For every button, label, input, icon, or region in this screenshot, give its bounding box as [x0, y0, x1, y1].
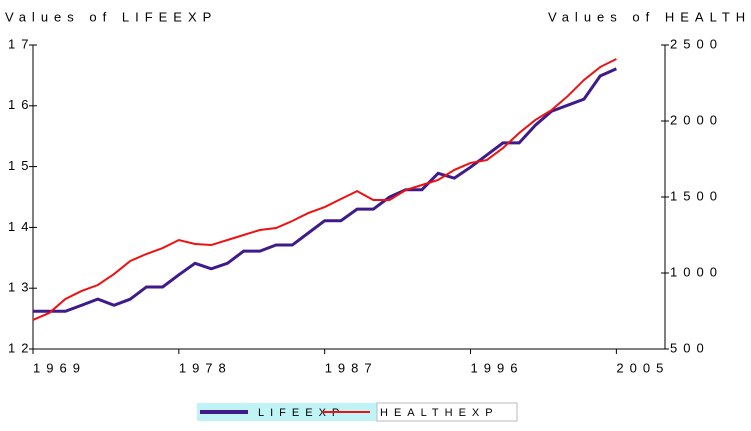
y2-tick-label: 1500	[670, 188, 723, 203]
y2-tick-label: 2000	[670, 112, 723, 127]
y-tick-label: 17	[8, 36, 34, 51]
y-tick-label: 12	[8, 340, 34, 355]
legend-label: LIFEEXP	[258, 407, 345, 419]
y2-tick-label: 500	[670, 340, 710, 355]
x-tick-label: 1987	[325, 360, 378, 375]
x-tick-label: 1969	[33, 360, 86, 375]
x-tick-label: 2005	[616, 360, 669, 375]
legend-label: HEALTHEXP	[380, 407, 499, 419]
y-tick-label: 16	[8, 97, 34, 112]
y2-tick-label: 2500	[670, 36, 723, 51]
x-tick-label: 1996	[471, 360, 524, 375]
y-tick-label: 13	[8, 280, 34, 295]
y-tick-label: 15	[8, 158, 34, 173]
legend-box	[197, 403, 377, 421]
x-tick-label: 1978	[179, 360, 232, 375]
y-tick-label: 14	[8, 219, 34, 234]
series-line	[33, 67, 618, 313]
series-line	[32, 58, 617, 321]
y-axis-title: Values of LIFEEXP	[5, 9, 217, 24]
y2-axis-title: Values of HEALTHEXP	[548, 9, 751, 24]
y2-tick-label: 1000	[670, 264, 723, 279]
legend-box	[376, 402, 518, 422]
